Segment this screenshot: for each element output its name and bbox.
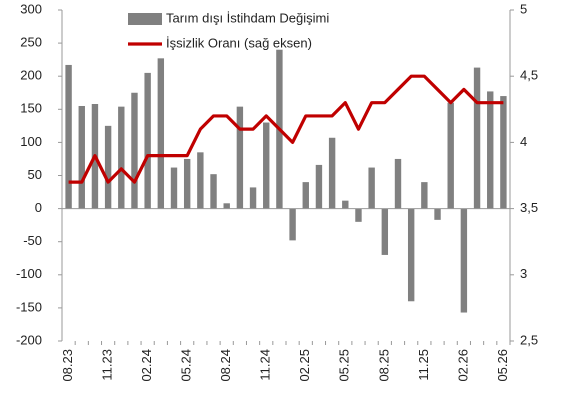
x-tick-label: 05.26 xyxy=(495,349,510,382)
bar xyxy=(183,158,191,209)
bar xyxy=(289,208,296,241)
bar xyxy=(473,67,481,209)
bar xyxy=(65,64,72,209)
legend-swatch xyxy=(128,13,162,25)
bar xyxy=(249,187,257,209)
legend-label: Tarım dışı İstihdam Değişimi xyxy=(166,10,329,25)
bar xyxy=(407,208,415,302)
x-tick-label: 02.24 xyxy=(139,349,154,382)
legend-label: İşsizlik Oranı (sağ eksen) xyxy=(166,35,312,50)
y2-tick-label: 3,5 xyxy=(520,200,538,215)
bar xyxy=(170,167,178,209)
x-tick-label: 08.24 xyxy=(218,349,233,382)
bar xyxy=(315,164,323,209)
y-tick-label: 100 xyxy=(20,134,42,149)
bar xyxy=(460,208,468,313)
bar xyxy=(328,137,336,209)
bar xyxy=(118,106,125,209)
bar xyxy=(381,208,389,255)
bar xyxy=(342,200,349,209)
bar xyxy=(157,58,165,209)
line xyxy=(68,74,504,184)
x-tick-label: 05.24 xyxy=(179,349,194,382)
bar xyxy=(302,182,309,209)
y-tick-label: -150 xyxy=(16,299,42,314)
y-tick-label: -100 xyxy=(16,266,42,281)
y2-tick-label: 2,5 xyxy=(520,332,538,347)
bar xyxy=(500,96,507,209)
bar xyxy=(236,106,244,209)
x-tick-label: 11.24 xyxy=(258,349,273,381)
bar xyxy=(78,105,85,209)
y-tick-label: 0 xyxy=(35,200,42,215)
bar xyxy=(131,92,138,209)
y-tick-label: 150 xyxy=(20,101,42,116)
y-tick-label: 50 xyxy=(28,167,42,182)
y-tick-label: 300 xyxy=(20,1,42,16)
bar xyxy=(421,182,428,209)
x-tick-label: 02.25 xyxy=(297,349,312,382)
y-tick-label: 250 xyxy=(20,35,42,50)
bar xyxy=(434,208,441,220)
x-tick-label: 02.26 xyxy=(455,349,470,382)
bar xyxy=(447,102,454,209)
x-tick-label: 11.25 xyxy=(416,349,431,381)
bar xyxy=(104,125,112,209)
bar xyxy=(487,91,494,209)
x-tick-label: 05.25 xyxy=(337,349,352,382)
bar xyxy=(263,122,270,209)
bar xyxy=(355,208,362,222)
y2-tick-label: 3 xyxy=(520,266,527,281)
x-tick-label: 08.23 xyxy=(60,349,75,382)
y2-tick-label: 4,5 xyxy=(520,68,538,83)
bar xyxy=(210,174,217,209)
y2-tick-label: 4 xyxy=(520,134,527,149)
y-tick-label: -50 xyxy=(23,233,42,248)
bar xyxy=(368,167,375,209)
y2-tick-label: 5 xyxy=(520,1,527,16)
y-tick-label: -200 xyxy=(16,332,42,347)
x-tick-label: 11.23 xyxy=(100,349,115,381)
bar xyxy=(223,203,230,209)
bar xyxy=(197,152,204,209)
bar xyxy=(394,158,402,209)
y-tick-label: 200 xyxy=(20,68,42,83)
x-tick-label: 08.25 xyxy=(376,349,391,382)
bar xyxy=(144,72,151,209)
